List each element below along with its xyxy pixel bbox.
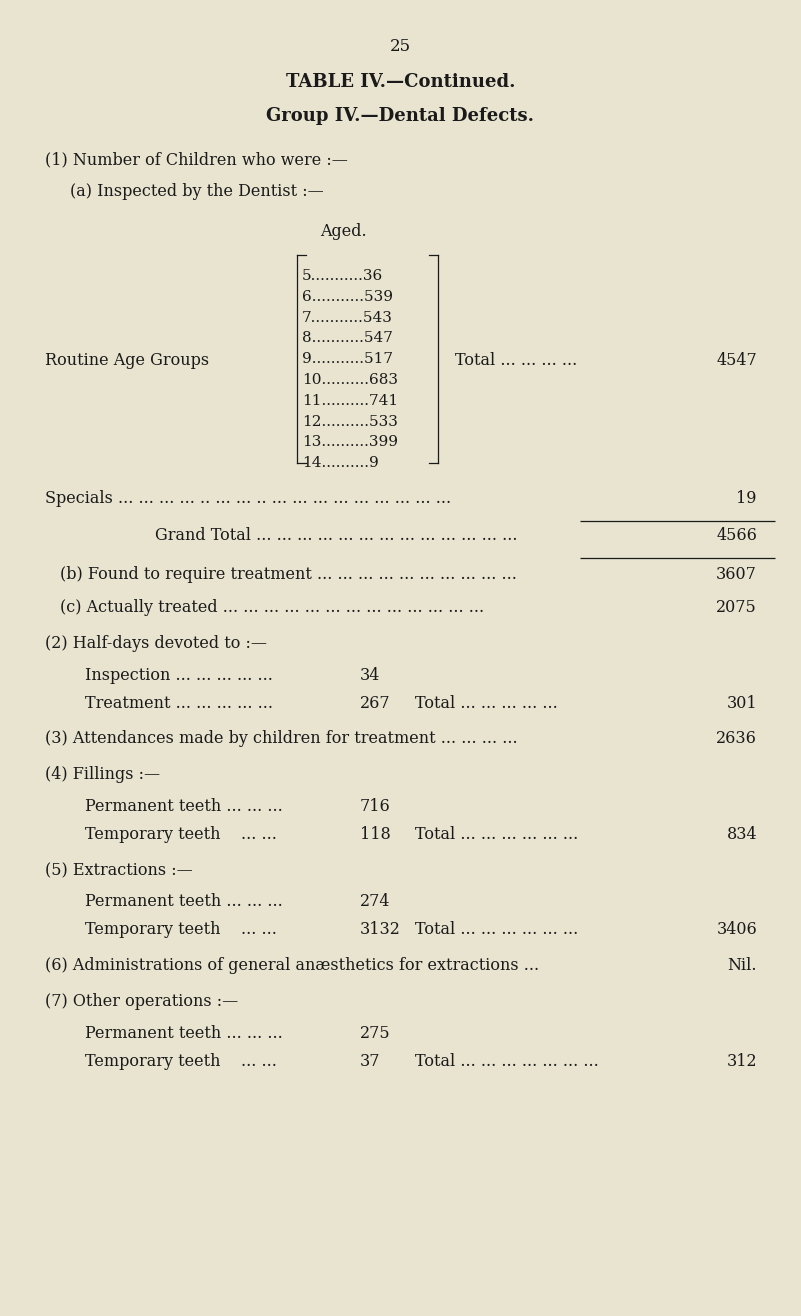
Text: (6) Administrations of general anæsthetics for extractions ...: (6) Administrations of general anæstheti…	[45, 957, 539, 974]
Text: 19: 19	[736, 490, 757, 507]
Text: Grand Total ... ... ... ... ... ... ... ... ... ... ... ... ...: Grand Total ... ... ... ... ... ... ... …	[155, 526, 517, 544]
Text: 37: 37	[360, 1053, 380, 1070]
Text: Total ... ... ... ... ... ...: Total ... ... ... ... ... ...	[415, 826, 578, 844]
Text: 3406: 3406	[716, 921, 757, 938]
Text: Aged.: Aged.	[320, 222, 367, 240]
Text: 25: 25	[390, 38, 411, 55]
Text: (c) Actually treated ... ... ... ... ... ... ... ... ... ... ... ... ...: (c) Actually treated ... ... ... ... ...…	[60, 599, 484, 616]
Text: Specials ... ... ... ... .. ... ... .. ... ... ... ... ... ... ... ... ...: Specials ... ... ... ... .. ... ... .. .…	[45, 490, 451, 507]
Text: 14..........9: 14..........9	[302, 457, 379, 470]
Text: Total ... ... ... ... ... ... ...: Total ... ... ... ... ... ... ...	[415, 1053, 599, 1070]
Text: 10..........683: 10..........683	[302, 372, 398, 387]
Text: 301: 301	[727, 695, 757, 712]
Text: Nil.: Nil.	[727, 957, 757, 974]
Text: Routine Age Groups: Routine Age Groups	[45, 351, 209, 368]
Text: Total ... ... ... ...: Total ... ... ... ...	[455, 351, 578, 368]
Text: TABLE IV.—Continued.: TABLE IV.—Continued.	[286, 72, 515, 91]
Text: (5) Extractions :—: (5) Extractions :—	[45, 862, 193, 879]
Text: (4) Fillings :—: (4) Fillings :—	[45, 766, 160, 783]
Text: 9...........517: 9...........517	[302, 353, 393, 366]
Text: Temporary teeth    ... ...: Temporary teeth ... ...	[85, 826, 277, 844]
Text: 2075: 2075	[716, 599, 757, 616]
Text: 2636: 2636	[716, 730, 757, 747]
Text: Permanent teeth ... ... ...: Permanent teeth ... ... ...	[85, 894, 283, 909]
Text: 834: 834	[727, 826, 757, 844]
Text: 3607: 3607	[716, 566, 757, 583]
Text: 4566: 4566	[716, 526, 757, 544]
Text: Total ... ... ... ... ...: Total ... ... ... ... ...	[415, 695, 557, 712]
Text: (1) Number of Children who were :—: (1) Number of Children who were :—	[45, 151, 348, 168]
Text: 274: 274	[360, 894, 391, 909]
Text: 11..........741: 11..........741	[302, 393, 398, 408]
Text: Treatment ... ... ... ... ...: Treatment ... ... ... ... ...	[85, 695, 273, 712]
Text: (3) Attendances made by children for treatment ... ... ... ...: (3) Attendances made by children for tre…	[45, 730, 517, 747]
Text: 34: 34	[360, 667, 380, 684]
Text: 5...........36: 5...........36	[302, 268, 383, 283]
Text: 275: 275	[360, 1025, 391, 1042]
Text: (a) Inspected by the Dentist :—: (a) Inspected by the Dentist :—	[70, 183, 324, 200]
Text: 3132: 3132	[360, 921, 400, 938]
Text: 13..........399: 13..........399	[302, 436, 398, 449]
Text: 4547: 4547	[716, 351, 757, 368]
Text: 8...........547: 8...........547	[302, 332, 392, 345]
Text: (7) Other operations :—: (7) Other operations :—	[45, 994, 238, 1009]
Text: 118: 118	[360, 826, 391, 844]
Text: Permanent teeth ... ... ...: Permanent teeth ... ... ...	[85, 797, 283, 815]
Text: Total ... ... ... ... ... ...: Total ... ... ... ... ... ...	[415, 921, 578, 938]
Text: Group IV.—Dental Defects.: Group IV.—Dental Defects.	[267, 107, 534, 125]
Text: 312: 312	[727, 1053, 757, 1070]
Text: Temporary teeth    ... ...: Temporary teeth ... ...	[85, 921, 277, 938]
Text: 6...........539: 6...........539	[302, 290, 393, 304]
Text: Temporary teeth    ... ...: Temporary teeth ... ...	[85, 1053, 277, 1070]
Text: 7...........543: 7...........543	[302, 311, 392, 325]
Text: (b) Found to require treatment ... ... ... ... ... ... ... ... ... ...: (b) Found to require treatment ... ... .…	[60, 566, 517, 583]
Text: Inspection ... ... ... ... ...: Inspection ... ... ... ... ...	[85, 667, 273, 684]
Text: 716: 716	[360, 797, 391, 815]
Text: Permanent teeth ... ... ...: Permanent teeth ... ... ...	[85, 1025, 283, 1042]
Text: 12..........533: 12..........533	[302, 415, 398, 429]
Text: 267: 267	[360, 695, 391, 712]
Text: (2) Half-days devoted to :—: (2) Half-days devoted to :—	[45, 636, 267, 651]
